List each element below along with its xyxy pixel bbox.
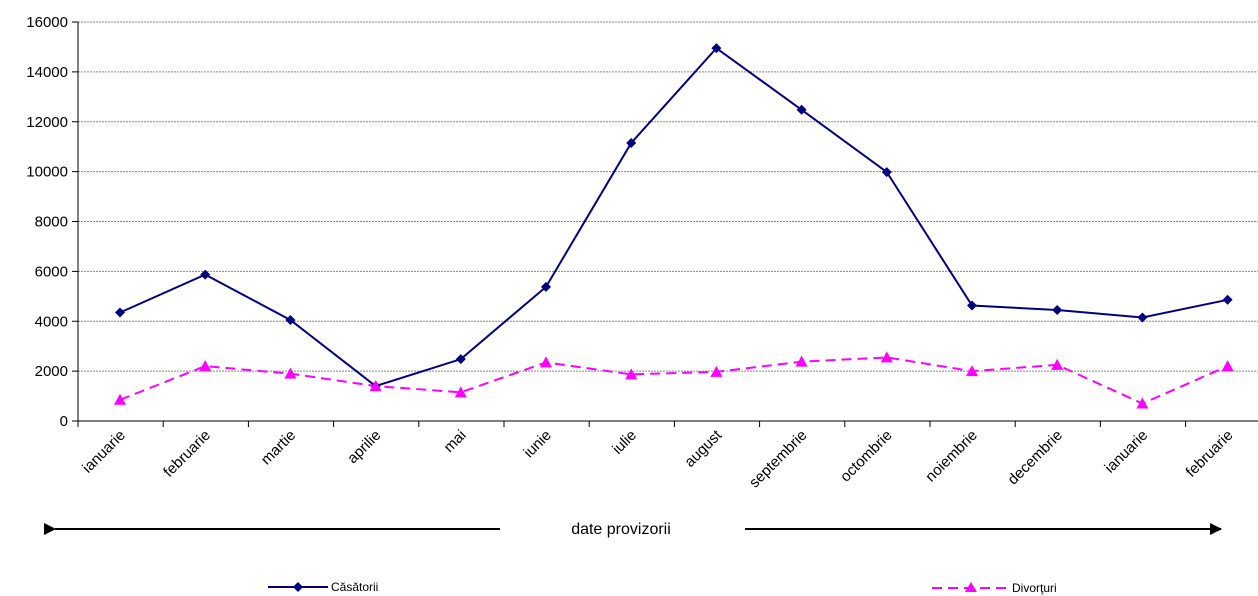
data-point-divorturi <box>795 355 808 367</box>
x-tick-label: februarie <box>160 427 214 481</box>
data-point-divorturi <box>1221 360 1234 372</box>
y-tick-label: 8000 <box>35 214 68 231</box>
legend: Căsătorii Divorţuri <box>268 580 1057 595</box>
x-tick-label: octombrie <box>837 427 896 486</box>
series-line-divorturi <box>119 356 1229 405</box>
x-tick-label: ianuarie <box>79 427 129 477</box>
legend-item-divorturi: Divorţuri <box>932 581 1057 595</box>
data-point-casatorii <box>626 137 637 148</box>
triangle-marker-icon <box>965 582 977 592</box>
data-point-casatorii <box>285 315 296 326</box>
x-tick-label: noiembrie <box>922 427 981 486</box>
data-point-casatorii <box>115 307 125 318</box>
data-point-casatorii <box>200 269 211 280</box>
data-point-divorturi <box>1051 358 1064 370</box>
data-point-divorturi <box>710 365 723 377</box>
series-group <box>114 43 1234 409</box>
y-tick-label: 2000 <box>35 363 68 380</box>
x-tick-labels: ianuarie februarie martie aprilie mai iunie iu… <box>77 421 1237 491</box>
data-point-divorturi <box>369 380 382 392</box>
data-point-divorturi <box>1136 397 1149 409</box>
x-tick-label: decembrie <box>1004 427 1066 489</box>
x-tick-label: iulie <box>609 427 640 458</box>
series-line-casatorii <box>119 46 1228 388</box>
y-tick-label: 10000 <box>26 164 68 181</box>
data-point-casatorii <box>541 281 551 292</box>
data-point-casatorii <box>796 104 807 115</box>
y-tick-label: 12000 <box>26 114 68 131</box>
data-point-divorturi <box>454 386 467 398</box>
legend-label-casatorii: Căsătorii <box>331 580 378 594</box>
data-point-divorturi <box>625 368 638 380</box>
legend-label-divorturi: Divorţuri <box>1012 581 1057 595</box>
x-tick-label: martie <box>258 427 299 468</box>
data-point-casatorii <box>1222 294 1233 305</box>
x-tick-label: iunie <box>520 427 554 461</box>
x-tick-label: aprilie <box>344 427 384 467</box>
data-point-divorturi <box>284 367 297 379</box>
data-point-casatorii <box>1137 312 1148 323</box>
x-tick-label: februarie <box>1183 427 1237 481</box>
data-point-casatorii <box>881 167 892 178</box>
provisional-data-annotation: date provizorii <box>44 521 1222 538</box>
x-tick-label: septembrie <box>746 427 810 491</box>
x-tick-label: ianuarie <box>1101 427 1151 477</box>
y-tick-label: 4000 <box>35 313 68 330</box>
data-point-casatorii <box>711 43 722 54</box>
y-tick-label: 16000 <box>26 14 68 31</box>
data-point-casatorii <box>967 300 977 311</box>
annotation-text: date provizorii <box>571 521 671 538</box>
axes <box>77 22 1258 422</box>
y-tick-label: 14000 <box>26 64 68 81</box>
legend-item-casatorii: Căsătorii <box>268 580 378 594</box>
x-tick-label: mai <box>441 427 470 456</box>
data-point-divorturi <box>199 360 212 372</box>
x-tick-label: august <box>681 426 725 470</box>
data-point-casatorii <box>455 354 466 365</box>
y-tick-label: 0 <box>60 413 68 430</box>
data-point-divorturi <box>966 365 978 377</box>
diamond-marker-icon <box>293 582 303 592</box>
data-point-divorturi <box>880 351 893 363</box>
gridlines <box>72 21 1258 422</box>
data-point-casatorii <box>1052 305 1063 316</box>
data-point-divorturi <box>540 356 552 368</box>
y-tick-labels: 0 2000 4000 6000 8000 10000 12000 14000 16000 <box>26 14 68 430</box>
y-tick-label: 6000 <box>35 263 68 280</box>
data-point-divorturi <box>114 393 126 405</box>
